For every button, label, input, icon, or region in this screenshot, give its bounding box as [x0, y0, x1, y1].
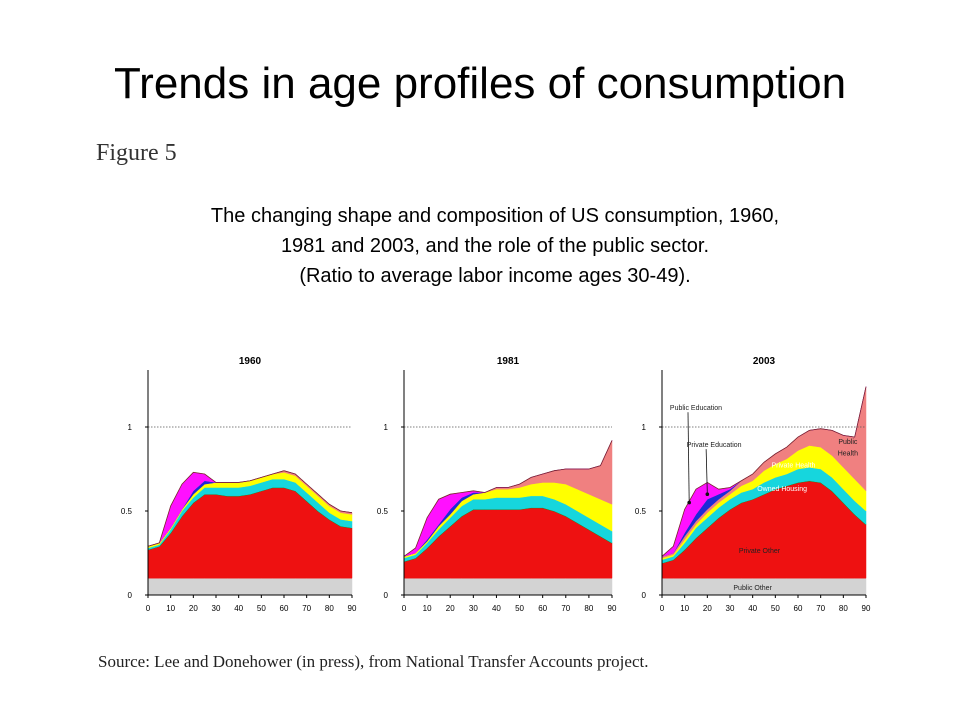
x-tick-label: 50	[771, 604, 780, 613]
y-tick-label: 0.5	[635, 507, 647, 516]
caption-line: The changing shape and composition of US…	[210, 205, 780, 227]
x-tick-label: 80	[584, 604, 593, 613]
caption-line: 1981 and 2003, and the role of the publi…	[280, 235, 710, 257]
chart-title: 1960	[239, 356, 262, 367]
annotation-label: Public Education	[670, 405, 722, 412]
x-tick-label: 10	[166, 604, 175, 613]
x-tick-label: 70	[816, 604, 825, 613]
x-tick-label: 0	[402, 604, 407, 613]
annotation-label: Owned Housing	[757, 486, 807, 493]
annotation-label: Private Education	[687, 442, 742, 449]
x-tick-label: 60	[794, 604, 803, 613]
annotation-arrow	[705, 449, 708, 495]
annotation-arrow-head	[705, 492, 710, 497]
x-tick-label: 40	[748, 604, 757, 613]
x-tick-label: 60	[280, 604, 289, 613]
y-tick-label: 0	[642, 591, 647, 600]
y-tick-label: 0	[128, 591, 133, 600]
annotation-arrow	[687, 412, 690, 503]
x-tick-label: 90	[862, 604, 871, 613]
y-tick-label: 0	[384, 591, 389, 600]
x-tick-label: 50	[515, 604, 524, 613]
y-tick-label: 0.5	[121, 507, 133, 516]
y-tick-label: 1	[128, 423, 133, 432]
area-public-other	[147, 577, 353, 596]
x-tick-label: 90	[348, 604, 357, 613]
x-tick-label: 60	[538, 604, 547, 613]
x-tick-label: 90	[608, 604, 617, 613]
annotation-label: Public Other	[733, 585, 772, 592]
line-total-top	[661, 386, 867, 557]
x-tick-label: 10	[423, 604, 432, 613]
figure-caption: The changing shape and composition of US…	[140, 201, 850, 291]
x-tick-label: 30	[469, 604, 478, 613]
slide-title: Trends in age profiles of consumption	[113, 59, 847, 108]
x-tick-label: 10	[680, 604, 689, 613]
x-tick-label: 70	[561, 604, 570, 613]
source-note: Source: Lee and Donehower (in press), fr…	[98, 652, 649, 671]
x-tick-label: 80	[325, 604, 334, 613]
x-tick-label: 50	[257, 604, 266, 613]
x-tick-label: 30	[726, 604, 735, 613]
x-tick-label: 0	[660, 604, 665, 613]
x-tick-label: 30	[212, 604, 221, 613]
x-tick-label: 0	[146, 604, 151, 613]
chart-title: 1981	[497, 356, 520, 367]
annotation-label: Private Health	[771, 462, 815, 469]
x-tick-label: 20	[446, 604, 455, 613]
chart-title: 2003	[753, 356, 776, 367]
line-total-top	[403, 440, 613, 557]
y-tick-label: 0.5	[377, 507, 389, 516]
figure-label: Figure 5	[96, 140, 177, 166]
x-tick-label: 20	[703, 604, 712, 613]
annotation-arrow-head	[687, 500, 691, 505]
x-tick-label: 20	[189, 604, 198, 613]
annotation-label: Private Other	[739, 548, 781, 555]
x-tick-label: 70	[302, 604, 311, 613]
line-total-top	[147, 470, 353, 547]
y-tick-label: 1	[384, 423, 389, 432]
x-tick-label: 80	[839, 604, 848, 613]
x-tick-label: 40	[492, 604, 501, 613]
y-tick-label: 1	[642, 423, 647, 432]
caption-line: (Ratio to average labor income ages 30-4…	[299, 265, 691, 287]
annotation-label: Public	[838, 439, 858, 446]
annotation-label: Health	[838, 451, 858, 458]
x-tick-label: 40	[234, 604, 243, 613]
area-public-other	[403, 577, 613, 596]
